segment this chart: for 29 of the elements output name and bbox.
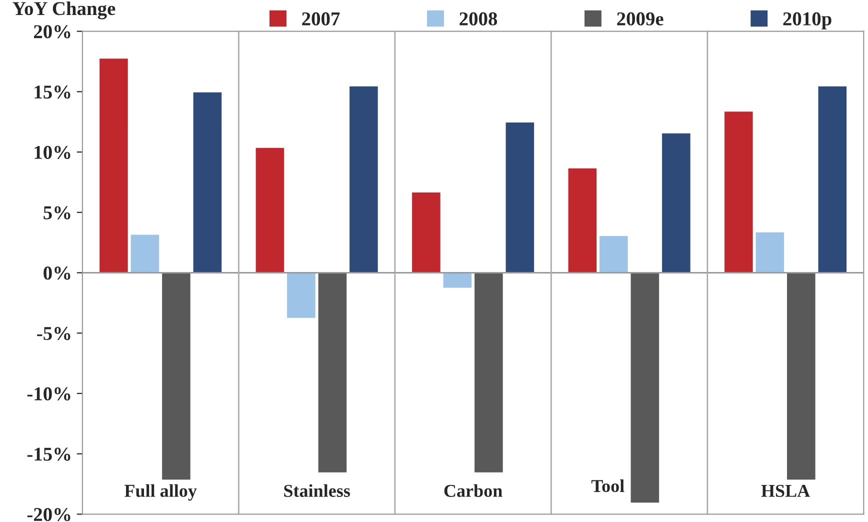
y-tick-label: 10% xyxy=(34,146,70,160)
y-tick-label: 0% xyxy=(44,266,70,280)
bar xyxy=(254,146,286,274)
bar xyxy=(192,90,223,274)
legend-label: 2007 xyxy=(302,12,340,26)
x-tick-label: Carbon xyxy=(444,484,502,497)
bar xyxy=(348,84,380,274)
y-axis-title: YoY Change xyxy=(12,1,116,20)
y-tick-label: -10% xyxy=(27,387,70,400)
x-tick-label: Full alloy xyxy=(124,484,197,501)
x-tick-label: Tool xyxy=(591,479,624,492)
y-tick-label: -20% xyxy=(27,508,70,522)
bar xyxy=(816,84,848,274)
bar xyxy=(786,272,817,482)
bar xyxy=(504,121,536,274)
y-tick-label: 20% xyxy=(34,25,70,38)
y-tick-label: 15% xyxy=(34,85,70,99)
bar xyxy=(660,132,692,274)
x-tick-label: HSLA xyxy=(761,484,810,497)
legend-label: 2008 xyxy=(460,12,498,26)
y-tick-label: 5% xyxy=(44,206,70,220)
bar xyxy=(410,191,442,274)
bar xyxy=(160,272,192,482)
y-tick-label: -15% xyxy=(27,448,70,461)
bar xyxy=(629,272,660,504)
legend-label: 2009e xyxy=(617,12,664,26)
legend-label: 2010p xyxy=(783,12,832,30)
y-tick-label: -5% xyxy=(37,326,70,340)
x-tick-label: Stainless xyxy=(284,484,350,497)
